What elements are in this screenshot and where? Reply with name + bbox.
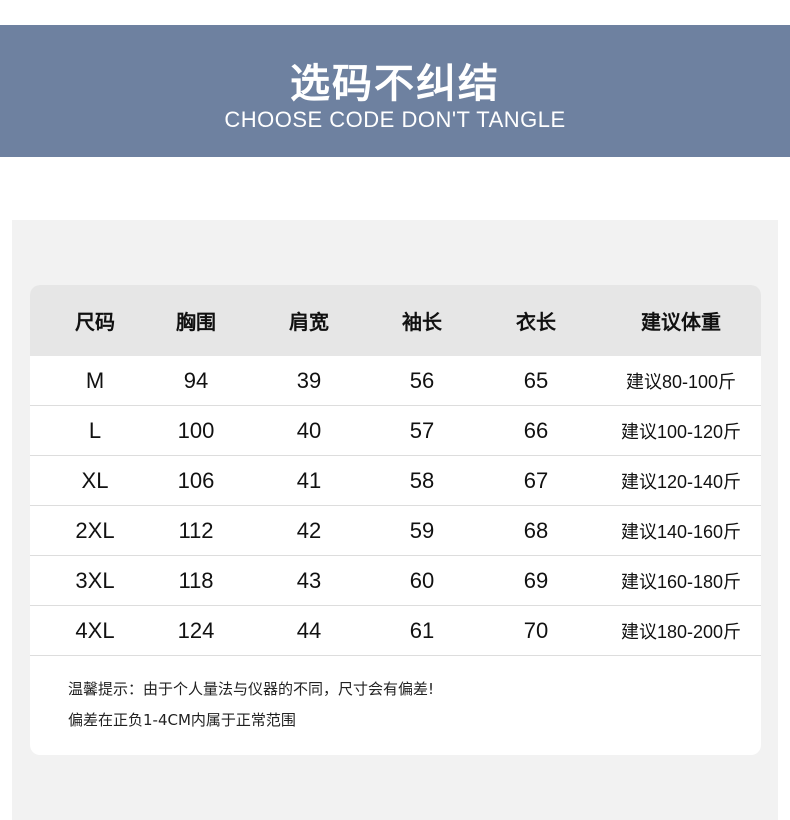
cell-length: 69 (523, 567, 549, 593)
cell-length: 70 (523, 617, 549, 643)
cell-shoulder: 44 (296, 617, 322, 643)
header-size: 尺码 (75, 310, 115, 334)
table-row: 2XL 112 42 59 68 建议140-160斤 (30, 506, 761, 556)
cell-shoulder: 40 (296, 417, 322, 443)
header-weight: 建议体重 (641, 310, 721, 334)
cell-size: 2XL (75, 517, 115, 543)
cell-chest: 118 (178, 567, 214, 593)
table-row: XL 106 41 58 67 建议120-140斤 (30, 456, 761, 506)
cell-chest: 112 (178, 517, 214, 543)
cell-sleeve: 58 (409, 467, 435, 493)
header-banner: 选码不纠结 CHOOSE CODE DON'T TANGLE (0, 25, 790, 157)
cell-chest: 94 (183, 367, 209, 393)
header-length: 衣长 (516, 310, 556, 334)
cell-sleeve: 57 (409, 417, 435, 443)
table-row: L 100 40 57 66 建议100-120斤 (30, 406, 761, 456)
cell-weight: 建议100-120斤 (620, 421, 742, 442)
table-row: M 94 39 56 65 建议80-100斤 (30, 356, 761, 406)
cell-sleeve: 59 (409, 517, 435, 543)
cell-size: 3XL (75, 567, 115, 593)
cell-length: 67 (523, 467, 549, 493)
cell-chest: 106 (177, 467, 215, 493)
cell-length: 68 (523, 517, 549, 543)
cell-chest: 124 (177, 617, 215, 643)
note-line-2: 偏差在正负1-4CM内属于正常范围 (68, 711, 296, 729)
cell-sleeve: 56 (409, 367, 435, 393)
cell-length: 66 (523, 417, 549, 443)
cell-size: M (85, 367, 105, 393)
cell-shoulder: 39 (296, 367, 322, 393)
cell-weight: 建议80-100斤 (625, 371, 737, 392)
size-table: 尺码 胸围 肩宽 袖长 衣长 建议体重 M 94 39 56 65 建议80-100斤 L 100 40 5… (30, 285, 761, 755)
table-header: 尺码 胸围 肩宽 袖长 衣长 建议体重 (30, 285, 761, 356)
cell-size: XL (81, 467, 109, 493)
cell-weight: 建议140-160斤 (620, 521, 742, 542)
cell-size: 4XL (75, 617, 115, 643)
cell-weight: 建议120-140斤 (620, 471, 742, 492)
banner-subtitle: CHOOSE CODE DON'T TANGLE (224, 107, 566, 132)
cell-shoulder: 42 (296, 517, 322, 543)
header-sleeve: 袖长 (402, 310, 442, 334)
cell-weight: 建议160-180斤 (620, 571, 742, 592)
cell-sleeve: 60 (409, 567, 435, 593)
banner-title: 选码不纠结 (290, 61, 500, 107)
cell-length: 65 (523, 367, 549, 393)
cell-shoulder: 41 (296, 467, 322, 493)
table-row: 4XL 124 44 61 70 建议180-200斤 (30, 606, 761, 656)
cell-chest: 100 (177, 417, 215, 443)
note-line-1: 温馨提示：由于个人量法与仪器的不同，尺寸会有偏差! (68, 680, 435, 698)
header-chest: 胸围 (176, 310, 216, 334)
cell-sleeve: 61 (409, 617, 435, 643)
cell-weight: 建议180-200斤 (620, 621, 742, 642)
table-row: 3XL 118 43 60 69 建议160-180斤 (30, 556, 761, 606)
cell-shoulder: 43 (296, 567, 322, 593)
header-shoulder: 肩宽 (289, 310, 329, 334)
cell-size: L (88, 417, 102, 443)
